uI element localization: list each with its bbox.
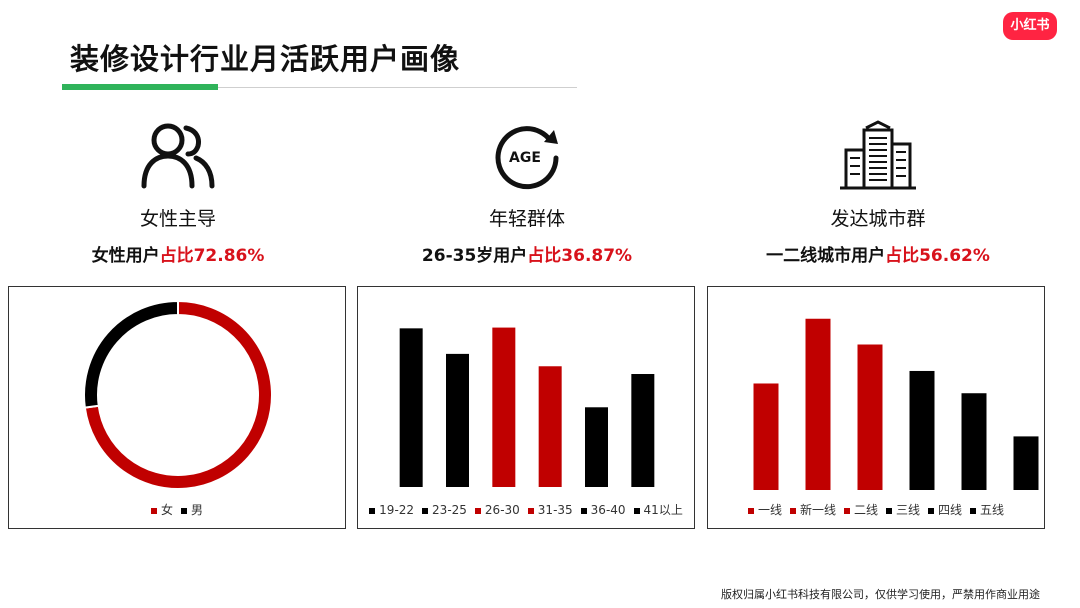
legend-label: 女 [160,503,173,517]
donut-slice-male [83,299,179,409]
legend-item: 31-35 [527,503,573,517]
stat-desc-highlight: 占比36.87% [527,246,633,266]
gender-donut-chart [83,299,273,490]
stat-gender: 女性主导 女性用户占比72.86% [8,120,348,266]
legend-swatch [181,507,187,514]
legend-label: 五线 [980,503,1005,517]
bar-23-25 [446,353,469,487]
legend-label: 二线 [853,503,878,517]
stat-desc-prefix: 一二线城市用户 [766,246,886,266]
stat-desc-prefix: 女性用户 [91,246,160,266]
legend-label: 一线 [757,503,782,517]
svg-text:AGE: AGE [509,150,541,166]
legend-swatch [747,507,754,514]
legend-swatch [369,507,376,514]
stat-description: 一二线城市用户占比56.62% [708,241,1048,266]
legend-swatch [633,507,640,514]
legend-swatch [474,507,481,514]
stat-desc-prefix: 26-35岁用户 [421,246,528,266]
legend-swatch [527,507,534,514]
age-bar-panel: 19-22 23-25 26-30 31-35 36-40 41以上 [357,286,695,529]
legend-item: 19-22 [369,503,414,517]
stat-description: 26-35岁用户占比36.87% [357,241,697,266]
stat-desc-highlight: 占比72.86% [159,246,265,266]
bar-19-22 [399,328,423,487]
legend-item: 五线 [970,501,1004,518]
bar-36-40 [585,407,608,487]
legend-swatch [970,507,977,514]
bar-二线 [857,344,883,490]
legend-swatch [789,507,796,514]
legend-item: 36-40 [580,503,626,517]
bar-五线 [1013,436,1039,490]
legend-label: 新一线 [799,503,836,517]
legend-item: 二线 [843,501,878,518]
legend-swatch [150,507,157,514]
age-bar-chart [399,327,655,487]
chart-legend: 19-22 23-25 26-30 31-35 36-40 41以上 [358,501,694,518]
legend-item: 男 [181,501,203,518]
legend-swatch [580,507,587,514]
legend-label: 四线 [938,503,963,517]
people-icon [141,123,215,189]
legend-swatch [886,507,892,514]
legend-item: 四线 [928,501,962,518]
bar-四线 [961,393,987,490]
bar-三线 [909,370,935,490]
chart-legend: 一线 新一线 二线 三线 四线 五线 [708,501,1044,518]
xiaohongshu-logo: 小红书 [1003,12,1057,40]
legend-swatch [843,507,850,514]
legend-item: 三线 [886,501,920,518]
legend-item: 23-25 [422,503,467,517]
stat-city: 发达城市群 一二线城市用户占比56.62% [708,120,1048,266]
age-cycle-icon: AGE [495,126,559,190]
copyright-footer: 版权归属小红书科技有限公司，仅供学习使用，严禁用作商业用途 [721,588,1040,601]
legend-item: 26-30 [474,503,520,517]
stat-label: 发达城市群 [830,208,926,230]
stat-label: 女性主导 [139,208,216,230]
legend-label: 41以上 [643,503,683,517]
gender-donut-panel: 女男 [8,286,346,529]
bar-一线 [753,383,779,490]
page-title: 装修设计行业月活跃用户画像 [70,42,461,76]
bar-31-35 [538,366,562,487]
stat-desc-highlight: 占比56.62% [885,246,990,266]
stat-description: 女性用户占比72.86% [8,241,348,266]
legend-item: 女 [150,501,173,518]
chart-legend: 女男 [9,501,345,518]
city-bar-panel: 一线 新一线 二线 三线 四线 五线 [707,286,1045,529]
legend-label: 23-25 [432,503,467,517]
legend-item: 新一线 [789,501,836,518]
city-bar-chart [753,318,1039,490]
legend-item: 41以上 [633,501,683,518]
title-divider [62,87,577,88]
bar-26-30 [492,327,516,487]
legend-label: 男 [191,503,204,517]
bar-41以上 [631,374,655,487]
bar-新一线 [805,318,831,490]
legend-label: 19-22 [379,503,415,517]
legend-item: 一线 [747,501,782,518]
legend-swatch [422,507,429,514]
legend-label: 36-40 [590,503,626,517]
legend-label: 26-30 [484,503,520,517]
legend-label: 三线 [896,503,921,517]
stat-age: AGE 年轻群体 26-35岁用户占比36.87% [357,120,697,266]
building-icon [840,120,916,190]
stat-label: 年轻群体 [488,208,565,230]
legend-label: 31-35 [537,503,573,517]
title-accent-bar [62,84,218,90]
legend-swatch [928,507,935,514]
